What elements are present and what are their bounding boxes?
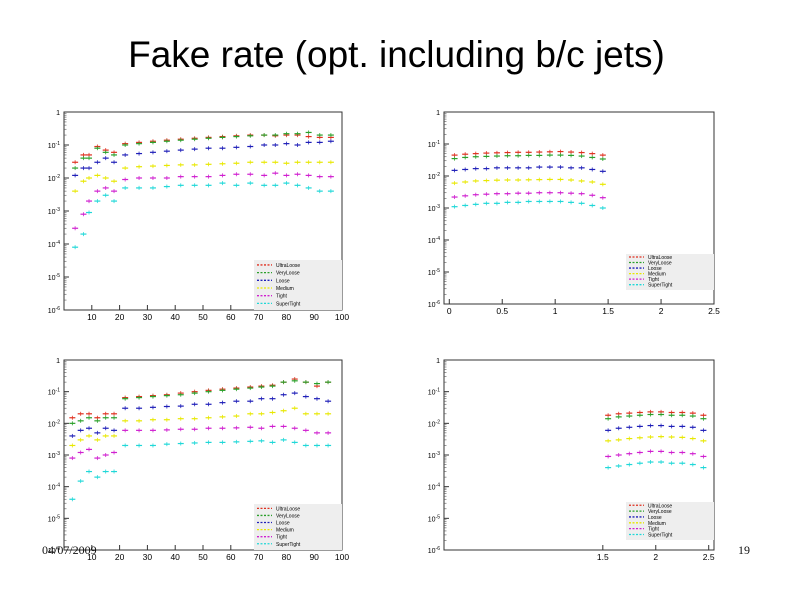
legend-label: Medium	[276, 528, 294, 534]
x-tick-label: 90	[309, 312, 319, 322]
y-tick-label: 1	[436, 358, 440, 365]
x-tick-label: 10	[87, 312, 97, 322]
x-tick-label: 30	[143, 552, 153, 562]
y-tick-label: 10-2	[428, 419, 440, 428]
legend-label: VeryLoose	[276, 513, 300, 519]
footer-date: 04/07/2009	[42, 543, 97, 557]
legend-label: UltraLoose	[648, 255, 672, 261]
x-tick-label: 30	[143, 312, 153, 322]
x-tick-label: 60	[226, 312, 236, 322]
legend-box	[254, 260, 342, 310]
y-tick-label: 10-4	[48, 240, 60, 249]
legend-label: Tight	[648, 277, 660, 283]
x-tick-label: 2.5	[708, 306, 720, 316]
legend-label: VeryLoose	[276, 271, 300, 277]
legend-label: VeryLoose	[648, 261, 672, 267]
y-tick-label: 10-5	[48, 273, 60, 282]
y-tick-label: 10-4	[48, 483, 60, 492]
legend-label: Medium	[648, 521, 666, 527]
x-tick-label: 0	[447, 306, 452, 316]
y-tick-label: 10-3	[428, 451, 440, 460]
x-tick-label: 10	[87, 552, 97, 562]
legend-box	[626, 502, 714, 540]
legend-label: Tight	[276, 535, 288, 541]
y-tick-label: 10-4	[428, 236, 440, 245]
y-tick-label: 10-5	[428, 268, 440, 277]
y-tick-label: 10-3	[48, 451, 60, 460]
x-tick-label: 80	[282, 312, 292, 322]
x-tick-label: 100	[335, 312, 349, 322]
y-tick-label: 10-3	[48, 207, 60, 216]
x-tick-label: 1	[553, 306, 558, 316]
x-tick-label: 50	[198, 312, 208, 322]
slide-title: Fake rate (opt. including b/c jets)	[128, 34, 665, 75]
legend-box	[626, 254, 714, 290]
y-tick-label: 10-6	[428, 300, 440, 309]
x-tick-label: 2	[653, 552, 658, 562]
y-tick-label: 10-2	[48, 419, 60, 428]
x-tick-label: 80	[282, 552, 292, 562]
legend-label: SuperTight	[276, 301, 301, 307]
y-tick-label: 1	[56, 110, 60, 117]
y-tick-label: 10-5	[428, 514, 440, 523]
x-tick-label: 100	[335, 552, 349, 562]
chart-top-right: 1 10-1 10-2 10-3 10-4 10-5 10-6 0 0.5 1 1.5 2 2.5 Ult…	[428, 110, 720, 316]
y-tick-label: 10-6	[48, 306, 60, 315]
page-number: 19	[738, 543, 750, 557]
legend-label: SuperTight	[648, 532, 673, 538]
x-tick-label: 1.5	[597, 552, 609, 562]
y-tick-label: 10-6	[428, 546, 440, 555]
x-tick-label: 90	[309, 552, 319, 562]
legend-label: Loose	[276, 278, 290, 284]
legend-label: Loose	[276, 521, 290, 527]
x-tick-label: 1.5	[602, 306, 614, 316]
x-tick-label: 60	[226, 552, 236, 562]
y-tick-label: 10-1	[428, 140, 440, 149]
legend-label: Medium	[648, 272, 666, 278]
legend-label: Loose	[648, 515, 662, 521]
legend-label: Medium	[276, 286, 294, 292]
legend-label: UltraLoose	[276, 506, 300, 512]
y-tick-label: 10-1	[48, 141, 60, 150]
y-tick-label: 1	[56, 358, 60, 365]
x-tick-label: 2.5	[703, 552, 715, 562]
y-tick-label: 10-5	[48, 514, 60, 523]
x-tick-label: 40	[170, 312, 180, 322]
y-tick-label: 10-2	[428, 172, 440, 181]
legend-label: Tight	[276, 294, 288, 300]
legend-label: Loose	[648, 266, 662, 272]
legend-label: Tight	[648, 527, 660, 533]
y-tick-label: 10-6	[48, 546, 60, 555]
x-tick-label: 40	[170, 552, 180, 562]
x-tick-label: 2	[659, 306, 664, 316]
y-tick-label: 10-4	[428, 483, 440, 492]
y-tick-label: 10-2	[48, 174, 60, 183]
legend-box	[254, 504, 342, 550]
x-tick-label: 0.5	[496, 306, 508, 316]
legend-label: SuperTight	[276, 542, 301, 548]
chart-bottom-left: 1 10-1 10-2 10-3 10-4 10-5 10-6 10 20 30 40 50 60 70 8…	[48, 358, 350, 562]
y-tick-label: 10-1	[48, 388, 60, 397]
y-tick-label: 10-1	[428, 388, 440, 397]
y-tick-label: 1	[436, 110, 440, 117]
chart-top-left: 1 10-1 10-2 10-3 10-4 10-5 10-6 10 20 30 40 50 60 70 8…	[48, 110, 350, 322]
chart-bottom-right: 1 10-1 10-2 10-3 10-4 10-5 10-6 1.5 2 2.5 UltraLoo…	[428, 358, 715, 562]
legend-label: UltraLoose	[648, 503, 672, 509]
x-tick-label: 20	[115, 552, 125, 562]
y-tick-label: 10-3	[428, 204, 440, 213]
x-tick-label: 70	[254, 552, 264, 562]
x-tick-label: 50	[198, 552, 208, 562]
x-tick-label: 70	[254, 312, 264, 322]
legend-label: UltraLoose	[276, 263, 300, 269]
legend-label: SuperTight	[648, 283, 673, 289]
legend-label: VeryLoose	[648, 509, 672, 515]
x-tick-label: 20	[115, 312, 125, 322]
